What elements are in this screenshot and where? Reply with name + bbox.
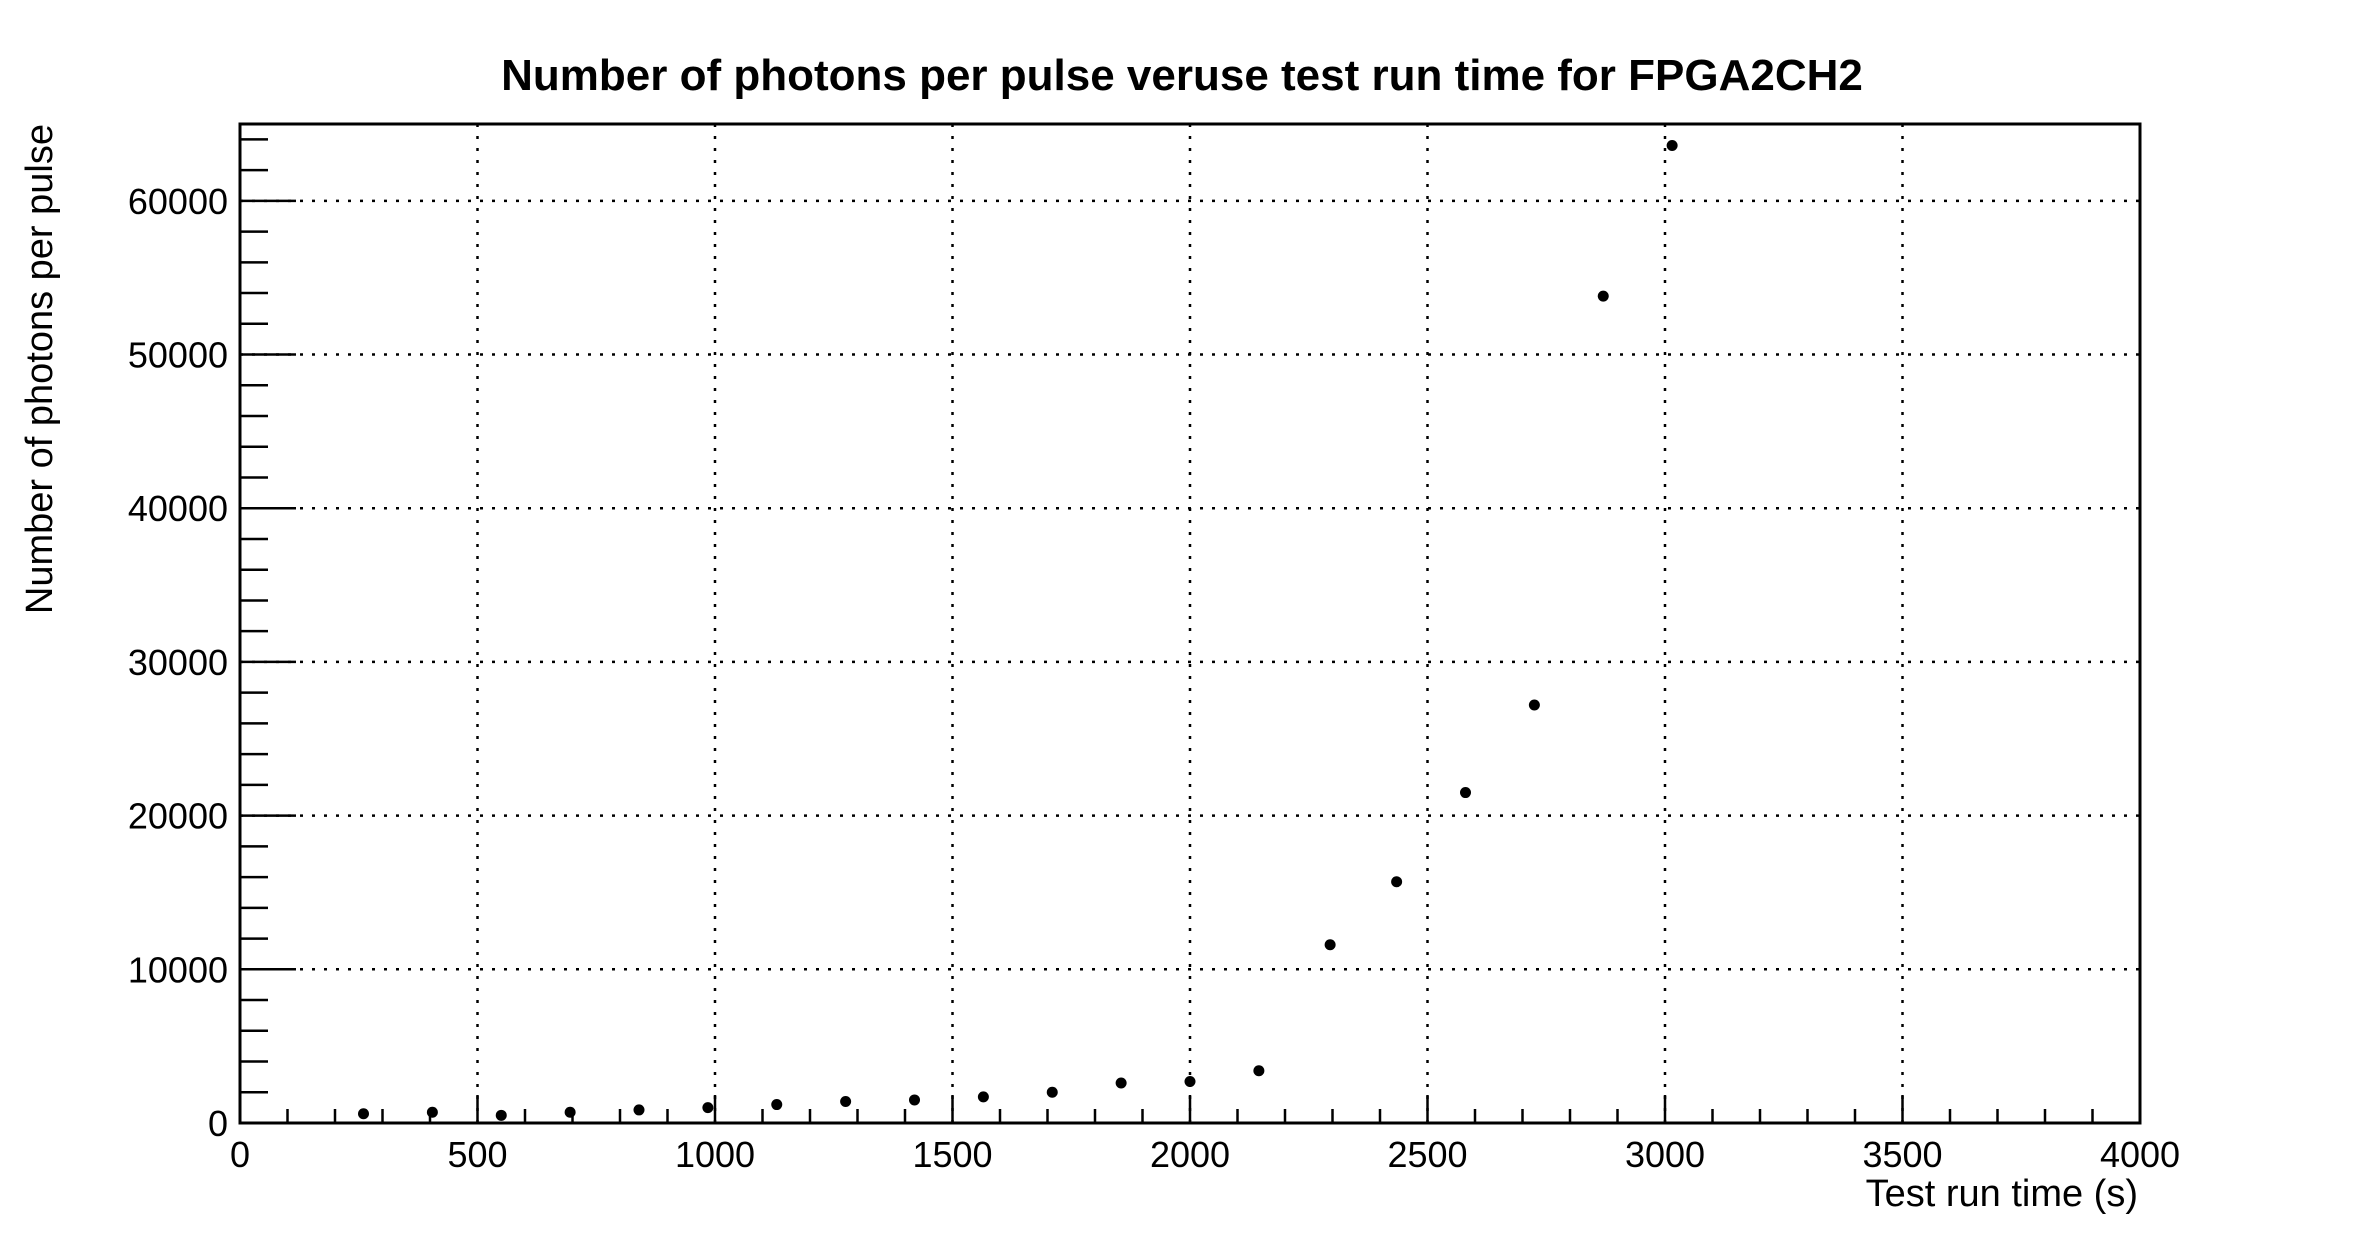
x-tick-label: 1000 xyxy=(675,1134,755,1175)
data-point xyxy=(909,1094,920,1106)
x-tick-label: 2500 xyxy=(1387,1134,1467,1175)
y-tick-label: 50000 xyxy=(128,335,228,376)
x-tick-label: 0 xyxy=(230,1134,250,1175)
plot-frame xyxy=(238,122,2142,1125)
y-tick-label: 40000 xyxy=(128,488,228,529)
data-point xyxy=(977,1091,989,1103)
data-point xyxy=(633,1104,645,1116)
data-point xyxy=(1253,1065,1265,1077)
y-axis-label: Number of photons per pulse xyxy=(19,124,61,614)
data-point xyxy=(1391,876,1403,888)
x-axis-label: Test run time (s) xyxy=(1866,1173,2138,1215)
data-point xyxy=(1115,1077,1127,1089)
data-point xyxy=(1184,1076,1196,1088)
data-point xyxy=(1460,787,1471,799)
data-point xyxy=(1528,699,1540,711)
x-tick-label: 3500 xyxy=(1862,1134,1942,1175)
data-point xyxy=(1597,290,1609,302)
data-point xyxy=(1666,140,1678,152)
y-tick-label: 60000 xyxy=(128,181,228,222)
x-tick-label: 3000 xyxy=(1625,1134,1705,1175)
data-point xyxy=(1324,939,1336,951)
y-tick-label: 30000 xyxy=(128,642,228,683)
data-point xyxy=(771,1099,783,1111)
x-tick-label: 1500 xyxy=(912,1134,992,1175)
x-tick-label: 2000 xyxy=(1150,1134,1230,1175)
data-points xyxy=(358,140,1678,1121)
y-tick-labels: 0 10000 20000 30000 40000 50000 60000 xyxy=(128,181,228,1144)
x-tick-label: 500 xyxy=(447,1134,507,1175)
x-tick-label: 4000 xyxy=(2100,1134,2180,1175)
data-point xyxy=(1046,1086,1058,1098)
y-tick-label: 20000 xyxy=(128,796,228,837)
y-tick-label: 0 xyxy=(208,1103,228,1144)
data-point xyxy=(564,1106,576,1118)
data-point xyxy=(702,1102,714,1114)
axis-ticks xyxy=(238,138,2142,1125)
grid-lines xyxy=(240,124,2140,1123)
data-point xyxy=(495,1109,507,1121)
chart-title: Number of photons per pulse veruse test … xyxy=(501,51,1863,100)
data-point xyxy=(840,1095,852,1107)
x-tick-labels: 0 500 1000 1500 2000 2500 3000 3500 4000 xyxy=(230,1134,2180,1175)
data-point xyxy=(358,1108,369,1120)
y-tick-label: 10000 xyxy=(128,949,228,990)
data-point xyxy=(426,1106,438,1118)
